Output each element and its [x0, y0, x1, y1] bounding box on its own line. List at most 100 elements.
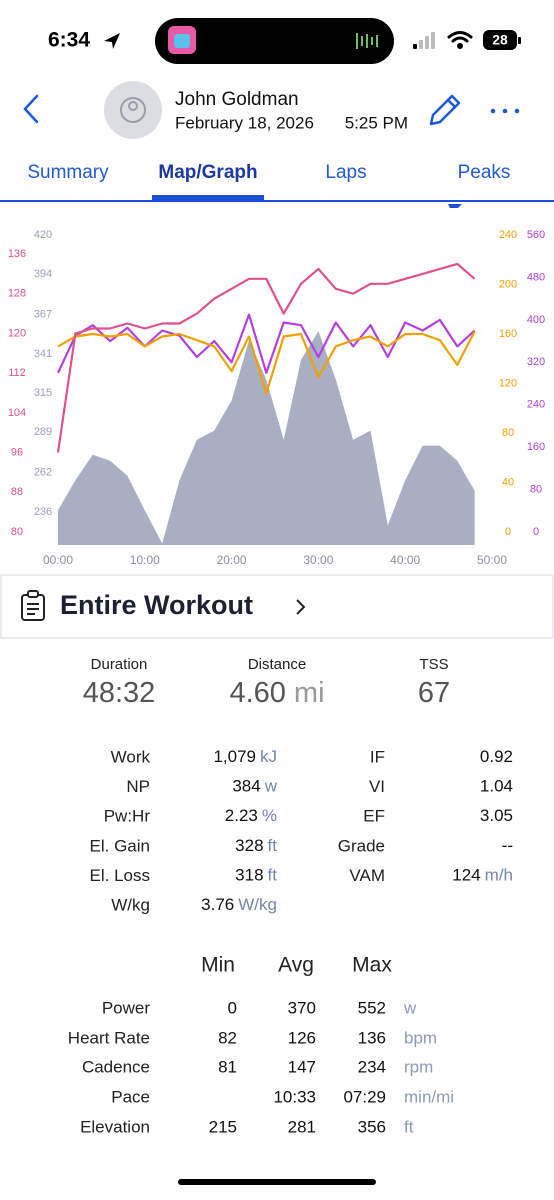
tab[interactable]: Peaks [458, 162, 511, 183]
metric-number: 1,079 [213, 747, 256, 766]
metric-label: NP [126, 777, 150, 796]
summary-number: 4.60 [229, 677, 285, 709]
y-tick-label: 136 [8, 248, 26, 260]
summary-label: TSS [419, 656, 448, 673]
x-tick-label: 00:00 [43, 553, 73, 567]
location-icon [104, 33, 120, 49]
map-handle [448, 204, 462, 208]
y-tick-label: 104 [8, 407, 26, 419]
y-tick-label: 0 [533, 526, 539, 538]
x-tick-label: 40:00 [390, 553, 420, 567]
audio-bars [356, 33, 378, 49]
cell: 81 [218, 1057, 237, 1076]
cell: 10:33 [273, 1087, 316, 1106]
athlete-name: John Goldman [175, 89, 299, 110]
cell: 234 [358, 1057, 386, 1076]
metric-unit: W/kg [238, 895, 277, 914]
metric-value: 328 ft [235, 836, 277, 855]
row-unit: rpm [404, 1057, 433, 1076]
x-tick-label: 50:00 [477, 553, 507, 567]
summary-value: 4.60 mi [229, 677, 324, 709]
row-label: Heart Rate [68, 1028, 150, 1047]
clock: 6:34 [48, 29, 90, 52]
cell: 370 [288, 998, 316, 1017]
avatar-icon [120, 97, 146, 123]
metric-unit: ft [268, 836, 278, 855]
y-tick-label: 560 [527, 229, 545, 241]
cell: 552 [358, 998, 386, 1017]
cell: 356 [358, 1117, 386, 1136]
back-button[interactable] [23, 94, 39, 124]
wifi-icon [447, 31, 473, 49]
series-line [56, 262, 476, 453]
app-icon-detail [174, 34, 190, 48]
cell: 82 [218, 1028, 237, 1047]
metric-number: 2.23 [225, 807, 258, 826]
tab-bar: Summary Map/Graph Laps Peaks [27, 162, 510, 201]
y-tick-label: 262 [34, 467, 52, 479]
metric-value: 3.05 [480, 807, 513, 826]
y-tick-label: 320 [527, 356, 545, 368]
tab[interactable]: Laps [325, 162, 366, 183]
metric-label: VI [369, 777, 385, 796]
y-tick-label: 240 [527, 399, 545, 411]
column-header: Min [201, 954, 235, 977]
y-tick-label: 341 [34, 348, 52, 360]
row-unit: min/mi [404, 1087, 454, 1106]
row-unit: bpm [404, 1028, 437, 1047]
row-label: Elevation [80, 1117, 150, 1136]
y-tick-label: 80 [530, 483, 542, 495]
y-tick-label: 96 [11, 446, 23, 458]
tab-underline [152, 195, 264, 201]
elevation-area [58, 331, 475, 545]
metric-label: EF [363, 807, 385, 826]
metric-label: VAM [349, 866, 385, 885]
metric-number: 3.05 [480, 807, 513, 826]
y-tick-label: 420 [34, 229, 52, 241]
metric-label: IF [370, 747, 385, 766]
y-tick-label: 200 [499, 278, 517, 290]
y-tick-label: 400 [527, 314, 545, 326]
x-tick-label: 30:00 [303, 553, 333, 567]
summary-value: 67 [418, 677, 450, 709]
metric-number: 318 [235, 866, 263, 885]
cell: 0 [228, 998, 237, 1017]
metric-number: 328 [235, 836, 263, 855]
metric-number: 384 [232, 777, 260, 796]
summary-number: 67 [418, 677, 450, 709]
metric-label: Grade [338, 836, 385, 855]
dynamic-island [155, 18, 394, 64]
summary-unit: mi [294, 677, 325, 709]
y-tick-label: 128 [8, 288, 26, 300]
y-tick-label: 367 [34, 309, 52, 321]
cell: 136 [358, 1028, 386, 1047]
y-tick-label: 315 [34, 387, 52, 399]
y-tick-label: 112 [8, 367, 26, 379]
y-tick-label: 289 [34, 426, 52, 438]
y-tick-label: 240 [499, 229, 517, 241]
more-button[interactable] [490, 108, 520, 114]
avatar-head [128, 101, 138, 111]
tab[interactable]: Summary [27, 162, 109, 183]
metric-value: -- [502, 836, 513, 855]
series-line [57, 330, 476, 395]
summary-value: 48:32 [83, 677, 156, 709]
tab[interactable]: Map/Graph [158, 162, 257, 183]
metric-value: 124 m/h [452, 866, 513, 885]
battery [483, 30, 517, 50]
row-unit: w [403, 998, 417, 1017]
signal-icon [413, 32, 435, 49]
y-tick-label: 160 [527, 441, 545, 453]
section-bar[interactable] [0, 574, 554, 639]
column-header: Max [352, 954, 392, 977]
row-label: Power [102, 998, 151, 1017]
metric-number: 1.04 [480, 777, 513, 796]
y-tick-label: 160 [499, 328, 517, 340]
metric-value: 0.92 [480, 747, 513, 766]
metric-value: 1.04 [480, 777, 513, 796]
y-tick-label: 394 [34, 268, 52, 280]
edit-button[interactable] [429, 94, 461, 126]
row-unit: ft [404, 1117, 414, 1136]
series-line [57, 313, 476, 374]
